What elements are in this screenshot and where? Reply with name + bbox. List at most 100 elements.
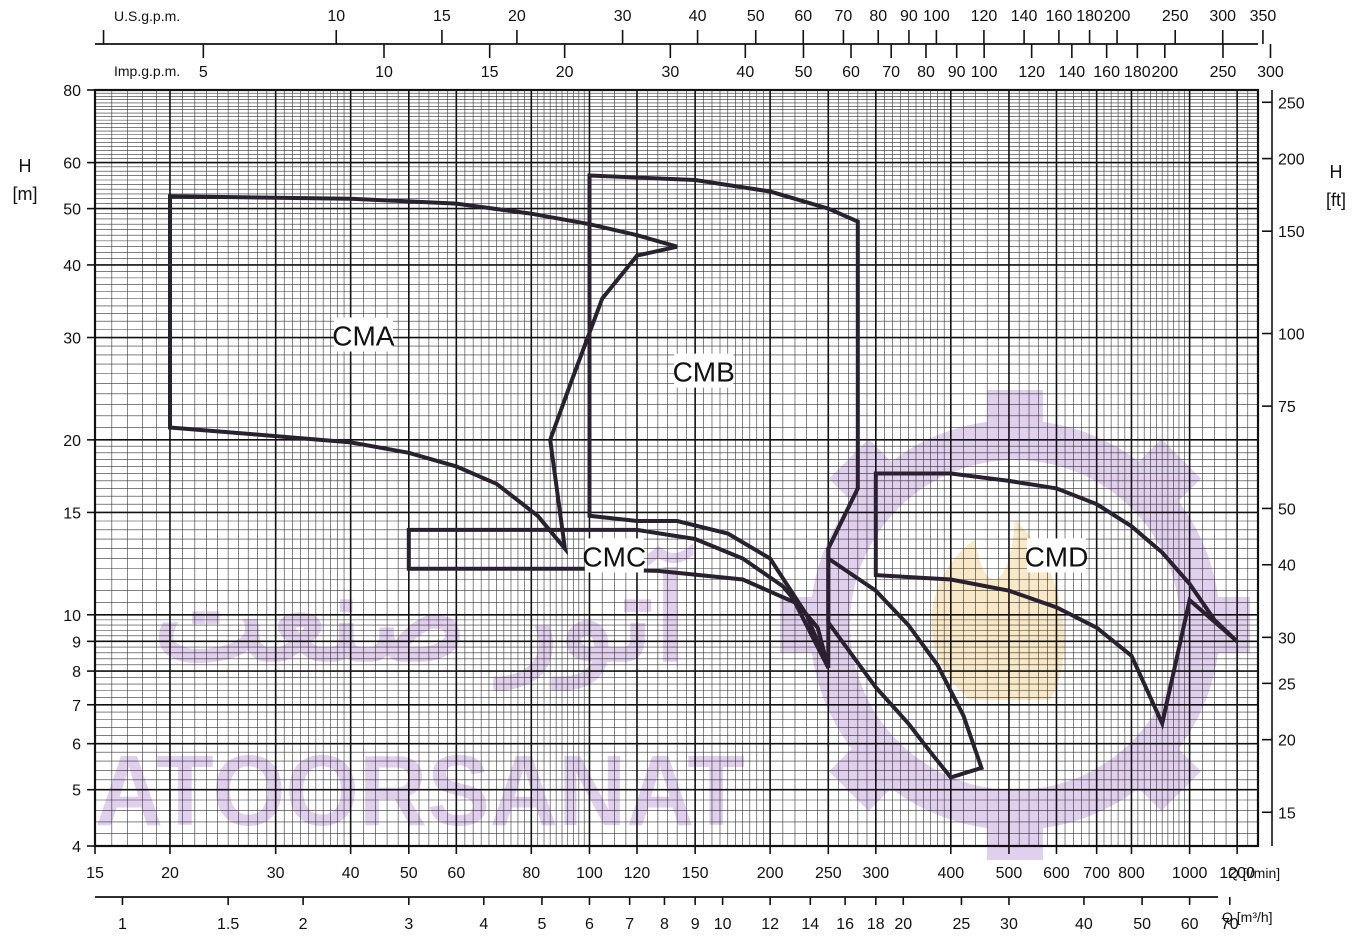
usgpm-tick-label: 100	[923, 8, 950, 25]
region-label-cma: CMA	[332, 321, 395, 352]
x-tick-label-lpm: 400	[937, 865, 964, 882]
x-tick-label-lpm: 1000	[1172, 865, 1208, 882]
y-tick-label-m: 5	[72, 783, 81, 800]
impgpm-tick-label: 30	[661, 64, 679, 81]
x-tick-label-lpm: 300	[862, 865, 889, 882]
y-axis-unit-ft: [ft]	[1326, 190, 1346, 210]
m3h-tick-label: 6	[585, 916, 594, 933]
region-label-cmc: CMC	[582, 541, 646, 572]
pump-regions: CMA CMB CMC CMD	[168, 173, 1239, 780]
ft-tick-label: 20	[1278, 733, 1296, 750]
y-tick-label-m: 9	[72, 634, 81, 651]
usgpm-tick-label: 120	[971, 8, 998, 25]
impgpm-tick-label: 300	[1257, 64, 1284, 81]
m3h-tick-label: 25	[953, 916, 971, 933]
y-tick-label-m: 7	[72, 698, 81, 715]
x-tick-label-lpm: 700	[1083, 865, 1110, 882]
impgpm-tick-label: 10	[375, 64, 393, 81]
impgpm-tick-label: 5	[199, 64, 208, 81]
region-label-cmd: CMD	[1025, 541, 1089, 572]
usgpm-tick-label: 60	[794, 8, 812, 25]
y-tick-label-m: 4	[72, 839, 81, 856]
x-tick-label-lpm: 1200	[1219, 865, 1255, 882]
impgpm-tick-label: 80	[917, 64, 935, 81]
usgpm-tick-label: 250	[1162, 8, 1189, 25]
x-tick-label-lpm: 50	[400, 865, 418, 882]
impgpm-tick-label: 140	[1058, 64, 1085, 81]
m3h-tick-label: 16	[836, 916, 854, 933]
region-label-bg	[674, 353, 734, 388]
usgpm-tick-label: 90	[900, 8, 918, 25]
y-tick-label-m: 60	[63, 156, 81, 173]
x-tick-label-lpm: 20	[161, 865, 179, 882]
m3h-tick-label: 5	[537, 916, 546, 933]
x-tick-label-lpm: 150	[682, 865, 709, 882]
chart-frame	[93, 88, 1260, 848]
x-axis-unit-impgpm: Imp.g.p.m.	[114, 63, 180, 79]
impgpm-tick-label: 200	[1151, 64, 1178, 81]
usgpm-tick-label: 15	[433, 8, 451, 25]
y-tick-label-m: 40	[63, 258, 81, 275]
m3h-tick-label: 40	[1075, 916, 1093, 933]
impgpm-tick-label: 180	[1124, 64, 1151, 81]
x-tick-label-lpm: 250	[815, 865, 842, 882]
y-tick-label-m: 80	[63, 83, 81, 100]
m3h-tick-label: 1	[118, 916, 127, 933]
m3h-tick-label: 8	[660, 916, 669, 933]
x-axis-unit-usgpm: U.S.g.p.m.	[114, 8, 180, 24]
x-axis-unit-lpm: Q [l/min]	[1228, 865, 1280, 881]
ft-tick-label: 75	[1278, 399, 1296, 416]
ft-tick-label: 25	[1278, 676, 1296, 693]
m3h-tick-label: 12	[761, 916, 779, 933]
m3h-tick-label: 3	[404, 916, 413, 933]
usgpm-tick-label: 30	[614, 8, 632, 25]
m3h-tick-label: 2	[299, 916, 308, 933]
usgpm-tick-label: 180	[1076, 8, 1103, 25]
impgpm-tick-label: 20	[556, 64, 574, 81]
impgpm-tick-label: 250	[1210, 64, 1237, 81]
y-axis-unit-m: [m]	[13, 184, 38, 204]
usgpm-tick-label: 140	[1011, 8, 1038, 25]
usgpm-tick-label: 10	[327, 8, 345, 25]
x-tick-label-lpm: 800	[1118, 865, 1145, 882]
region-label-bg	[333, 317, 393, 352]
y-tick-label-m: 20	[63, 433, 81, 450]
x-tick-label-lpm: 100	[576, 865, 603, 882]
x-tick-label-lpm: 500	[996, 865, 1023, 882]
ft-tick-label: 150	[1278, 224, 1305, 241]
y-tick-label-m: 30	[63, 331, 81, 348]
impgpm-tick-label: 15	[481, 64, 499, 81]
y-tick-label-m: 8	[72, 664, 81, 681]
x-tick-label-lpm: 60	[447, 865, 465, 882]
usgpm-tick-label: 50	[747, 8, 765, 25]
x-tick-label-lpm: 600	[1043, 865, 1070, 882]
region-label-bg	[584, 538, 644, 573]
impgpm-tick-label: 50	[795, 64, 813, 81]
impgpm-tick-label: 70	[882, 64, 900, 81]
x-tick-label-lpm: 80	[522, 865, 540, 882]
region-outline-cma	[168, 194, 678, 556]
region-label-bg	[1026, 538, 1086, 573]
x-tick-label-lpm: 30	[267, 865, 285, 882]
m3h-tick-label: 60	[1181, 916, 1199, 933]
ft-tick-label: 100	[1278, 327, 1305, 344]
x-tick-label-lpm: 40	[342, 865, 360, 882]
m3h-tick-label: 4	[479, 916, 488, 933]
x-tick-label-lpm: 200	[757, 865, 784, 882]
usgpm-tick-label: 70	[835, 8, 853, 25]
m3h-tick-label: 20	[894, 916, 912, 933]
impgpm-tick-label: 120	[1018, 64, 1045, 81]
y-tick-label-m: 15	[63, 505, 81, 522]
ft-tick-label: 40	[1278, 558, 1296, 575]
y-axis-title-ft: H	[1330, 162, 1343, 182]
usgpm-tick-label: 350	[1250, 8, 1277, 25]
m3h-tick-label: 50	[1133, 916, 1151, 933]
region-outline-unlabeled	[826, 548, 985, 780]
usgpm-tick-label: 160	[1046, 8, 1073, 25]
ft-tick-label: 50	[1278, 501, 1296, 518]
m3h-tick-label: 7	[625, 916, 634, 933]
y-axis-title-m: H	[19, 156, 32, 176]
m3h-tick-label: 70	[1221, 916, 1239, 933]
usgpm-tick-label: 20	[508, 8, 526, 25]
